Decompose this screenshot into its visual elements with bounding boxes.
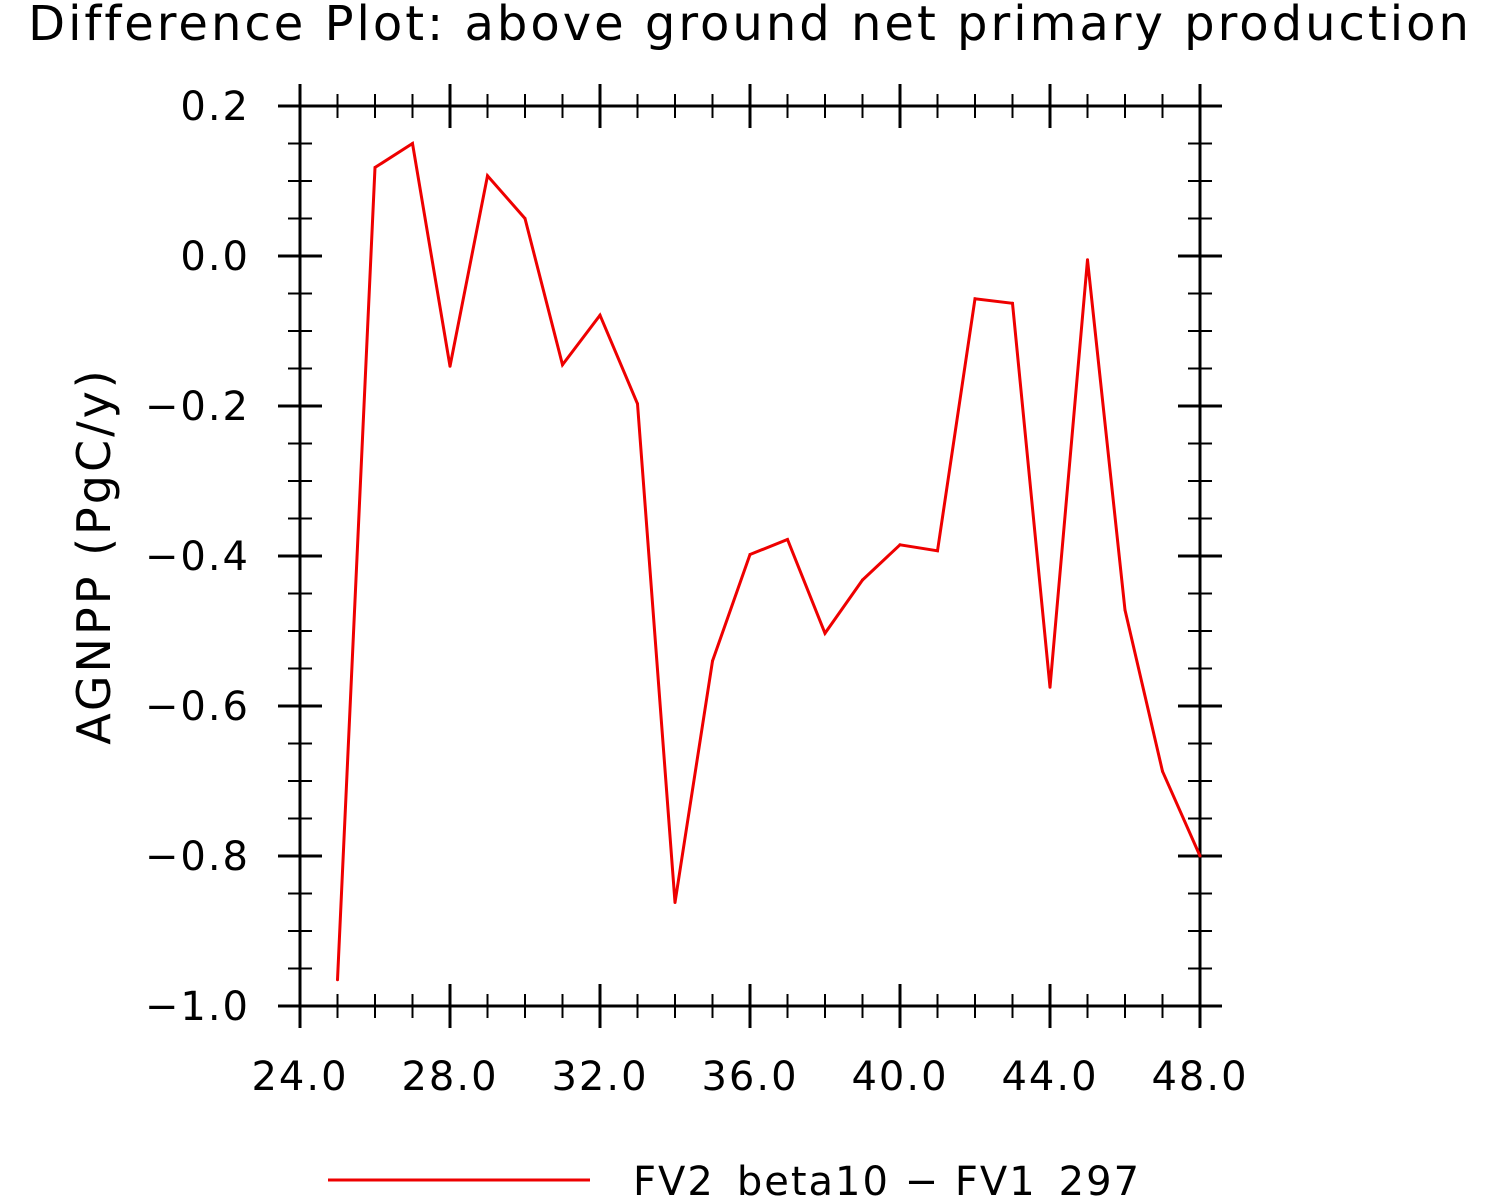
data-point [748, 553, 752, 556]
x-tick-label: 44.0 [1001, 1054, 1098, 1100]
series-line [336, 141, 1202, 980]
data-point [673, 901, 677, 904]
x-tick-label: 24.0 [251, 1054, 348, 1100]
y-tick-label: −1.0 [145, 984, 250, 1030]
data-point [636, 402, 639, 406]
data-point [1161, 769, 1164, 773]
y-tick-label: −0.8 [145, 834, 250, 880]
data-point [598, 313, 602, 317]
data-point [1048, 685, 1052, 689]
data-point [486, 174, 489, 178]
data-point [898, 543, 902, 547]
data-point [1198, 854, 1202, 858]
y-tick-label: −0.2 [145, 384, 250, 430]
data-point [1123, 608, 1127, 612]
data-point [823, 631, 827, 635]
data-point [861, 578, 864, 582]
data-point [561, 363, 564, 367]
minor-ticks [288, 94, 1212, 1018]
y-tick-label: 0.2 [180, 84, 250, 130]
x-axis-ticks: 24.0 28.0 32.0 36.0 40.0 44.0 48.0 [251, 84, 1248, 1100]
data-point [373, 166, 377, 169]
series-group [336, 141, 1202, 982]
x-tick-label: 40.0 [851, 1054, 948, 1100]
x-tick-label: 36.0 [701, 1054, 798, 1100]
x-tick-label: 28.0 [401, 1054, 498, 1100]
data-point [411, 142, 414, 145]
x-tick-label: 32.0 [551, 1054, 648, 1100]
data-point [711, 659, 714, 663]
legend: FV2_beta10 − FV1_297 [328, 1159, 1141, 1200]
y-axis-ticks: 0.2 0.0 −0.2 −0.4 −0.6 −0.8 −1.0 [145, 84, 1222, 1030]
data-point [786, 538, 789, 541]
data-point [336, 978, 339, 982]
data-point [1011, 301, 1014, 305]
chart-title: Difference Plot: above ground net primar… [28, 0, 1472, 52]
y-tick-label: −0.6 [145, 684, 250, 730]
data-point [973, 297, 977, 301]
y-tick-label: −0.4 [145, 534, 250, 580]
data-point [448, 364, 452, 368]
y-tick-label: 0.0 [180, 234, 250, 280]
data-point [1086, 258, 1089, 262]
data-point [523, 217, 527, 220]
legend-label: FV2_beta10 − FV1_297 [633, 1159, 1141, 1200]
data-point [936, 549, 939, 553]
y-axis-label: AGNPP (PgC/y) [67, 367, 121, 745]
x-tick-label: 48.0 [1151, 1054, 1248, 1100]
